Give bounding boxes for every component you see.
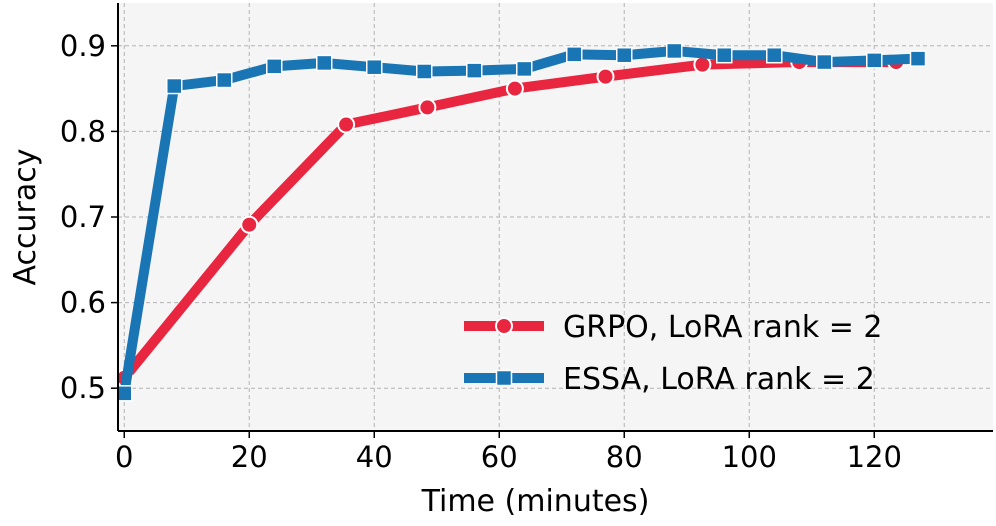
data-point-marker: [693, 55, 712, 74]
data-point-marker: [505, 79, 524, 98]
data-point-marker: [240, 215, 259, 234]
data-point-marker: [366, 58, 383, 76]
data-point-marker: [566, 46, 583, 63]
data-point-marker: [466, 62, 483, 79]
series-essa: [116, 42, 927, 402]
x-tick-label: 60: [481, 440, 518, 474]
y-tick-label: 0.9: [60, 29, 106, 63]
x-tick-label: 120: [847, 440, 902, 474]
data-point-marker: [337, 115, 356, 134]
y-tick-label: 0.7: [60, 200, 106, 234]
data-point-marker: [418, 98, 437, 117]
data-point-marker: [166, 77, 183, 95]
data-point-marker: [766, 46, 783, 64]
tick-marks: 0 20 40 60 80 100 120 0.5 0.6 0.7 0.8 0.9: [60, 29, 902, 474]
data-point-marker: [596, 67, 615, 86]
legend-item-grpo: GRPO, LoRA rank = 2: [464, 310, 883, 345]
data-point-marker: [909, 50, 927, 67]
legend-label-grpo: GRPO, LoRA rank = 2: [563, 310, 883, 345]
x-tick-label: 80: [606, 440, 643, 474]
data-point-marker: [716, 46, 733, 64]
y-tick-label: 0.6: [60, 286, 106, 320]
data-point-marker: [616, 46, 633, 64]
data-point-marker: [316, 54, 333, 72]
data-point-marker: [866, 52, 883, 69]
x-tick-label: 100: [722, 440, 777, 474]
legend-marker: [495, 317, 513, 335]
data-point-marker: [666, 42, 683, 60]
legend-label-essa: ESSA, LoRA rank = 2: [563, 362, 875, 397]
data-point-marker: [116, 385, 133, 402]
legend-item-essa: ESSA, LoRA rank = 2: [464, 362, 875, 397]
series-lines: [115, 42, 927, 402]
data-point-marker: [416, 63, 433, 80]
x-axis-title: Time (minutes): [421, 484, 650, 519]
data-point-marker: [216, 71, 233, 89]
data-point-marker: [266, 58, 283, 75]
x-tick-label: 40: [356, 440, 393, 474]
legend-marker: [495, 369, 513, 387]
data-point-marker: [516, 60, 533, 78]
x-tick-label: 0: [115, 440, 133, 474]
y-tick-label: 0.5: [60, 371, 106, 405]
data-point-marker: [816, 53, 833, 71]
legend: GRPO, LoRA rank = 2 ESSA, LoRA rank = 2: [464, 310, 883, 397]
x-tick-label: 20: [231, 440, 268, 474]
y-tick-label: 0.8: [60, 114, 106, 148]
y-axis-title: Accuracy: [8, 149, 43, 286]
